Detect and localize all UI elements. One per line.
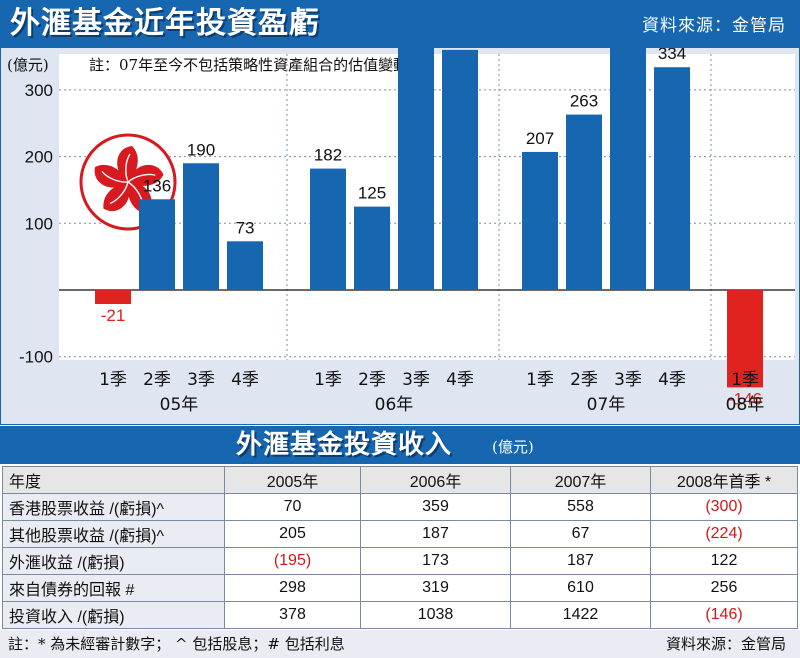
data-label: 334 (658, 48, 686, 63)
chart-panel: 600500400300200100-100(億元)註：07年至今不包括策略性資… (0, 48, 800, 425)
table-cell: (146) (650, 601, 798, 629)
bauhinia-stamen-icon (101, 170, 129, 183)
table-cell: 122 (650, 547, 798, 575)
table-unit: (億元) (492, 438, 534, 456)
data-label: 207 (526, 129, 554, 148)
table-row: 外滙收益 /(虧損) (195) 173 187 122 (2, 547, 798, 575)
data-label: 73 (236, 218, 255, 237)
column-header: 2005年 (224, 466, 361, 494)
table-cell: 610 (510, 574, 651, 602)
x-tick-label: 3季 (187, 370, 215, 390)
footnote: 註：* 為未經審計數字； ^ 包括股息；# 包括利息 (8, 635, 345, 653)
table-row: 香港股票收益 /(虧損)^ 70 359 558 (300) (2, 493, 798, 521)
y-tick-label: 300 (25, 81, 53, 100)
bauhinia-stamen-icon (125, 153, 131, 183)
table-cell: 1038 (360, 601, 511, 629)
bar (227, 241, 263, 290)
table-cell: (300) (650, 493, 798, 521)
bauhinia-stamen-icon (127, 173, 156, 183)
column-header: 2006年 (360, 466, 511, 494)
x-tick-label: 1季 (526, 370, 554, 390)
x-tick-label: 2季 (143, 370, 171, 390)
table-cell: 378 (224, 601, 361, 629)
table-title: 外滙基金投資收入 (236, 430, 453, 460)
data-label: -21 (101, 306, 126, 325)
bar (522, 151, 558, 290)
bar (310, 168, 346, 290)
data-label: 263 (570, 92, 598, 111)
x-tick-label: 1季 (99, 370, 127, 390)
table-cell: (195) (224, 547, 361, 575)
column-header: 年度 (2, 466, 225, 494)
table-cell: 67 (510, 520, 651, 548)
x-tick-label: 1季 (731, 370, 759, 390)
footer-bar (0, 630, 800, 658)
table-title-bar (0, 426, 800, 464)
x-tick-label: 2季 (570, 370, 598, 390)
x-tick-label: 2季 (358, 370, 386, 390)
row-label: 香港股票收益 /(虧損)^ (2, 493, 225, 521)
x-tick-label: 4季 (231, 370, 259, 390)
table-cell: 319 (360, 574, 511, 602)
bauhinia-stamen-icon (109, 181, 129, 205)
y-axis-label: (億元) (7, 56, 49, 74)
table-cell: 173 (360, 547, 511, 575)
x-tick-label: 3季 (402, 370, 430, 390)
footer-source: 資料來源：金管局 (665, 635, 786, 653)
x-tick-label: 4季 (658, 370, 686, 390)
bar (727, 290, 763, 388)
table-cell: 70 (224, 493, 361, 521)
table-cell: 558 (510, 493, 651, 521)
bar-chart: 600500400300200100-100(億元)註：07年至今不包括策略性資… (7, 48, 795, 415)
y-tick-label: 100 (25, 214, 53, 233)
row-label: 來自債券的回報 # (2, 574, 225, 602)
row-label: 投資收入 /(虧損) (2, 601, 225, 629)
column-header: 2008年首季 * (650, 466, 798, 494)
table-row: 來自債券的回報 # 298 319 610 256 (2, 574, 798, 602)
table-header-row: 年度 2005年 2006年 2007年 2008年首季 * (2, 466, 798, 494)
bar (95, 290, 131, 305)
data-label: 136 (143, 176, 171, 195)
source-label: 資料來源：金管局 (642, 16, 786, 36)
table-cell: 187 (360, 520, 511, 548)
table-row: 投資收入 /(虧損) 378 1038 1422 (146) (2, 601, 798, 629)
group-label: 06年 (375, 395, 414, 415)
bar (654, 67, 690, 290)
investment-income-table: 年度 2005年 2006年 2007年 2008年首季 * 香港股票收益 /(… (2, 466, 798, 629)
table-cell: 359 (360, 493, 511, 521)
bauhinia-petal-icon (103, 182, 130, 211)
chart-note: 註：07年至今不包括策略性資產組合的估值變動 (89, 56, 408, 74)
row-label: 其他股票收益 /(虧損)^ (2, 520, 225, 548)
bar (566, 114, 602, 290)
x-tick-label: 3季 (614, 370, 642, 390)
column-header: 2007年 (510, 466, 651, 494)
data-label: -146 (728, 389, 762, 408)
y-tick-label: -100 (19, 348, 53, 367)
group-label: 07年 (587, 395, 626, 415)
data-label: 182 (314, 146, 342, 165)
table-cell: 205 (224, 520, 361, 548)
x-tick-label: 4季 (446, 370, 474, 390)
bar (139, 199, 175, 290)
bar (442, 49, 478, 290)
table-row: 其他股票收益 /(虧損)^ 205 187 67 (224) (2, 520, 798, 548)
row-label: 外滙收益 /(虧損) (2, 547, 225, 575)
table-cell: 256 (650, 574, 798, 602)
table-cell: (224) (650, 520, 798, 548)
bar (183, 163, 219, 290)
bar (610, 48, 646, 290)
page-title: 外滙基金近年投資盈虧 (10, 6, 320, 41)
bar (354, 206, 390, 290)
data-label: 125 (358, 184, 386, 203)
group-label: 05年 (160, 395, 199, 415)
table-cell: 298 (224, 574, 361, 602)
table-cell: 187 (510, 547, 651, 575)
table-cell: 1422 (510, 601, 651, 629)
data-label: 190 (187, 140, 215, 159)
bar (398, 48, 434, 290)
group-label: 08年 (726, 395, 765, 415)
x-tick-label: 1季 (314, 370, 342, 390)
title-bar (0, 0, 800, 48)
y-tick-label: 200 (25, 148, 53, 167)
